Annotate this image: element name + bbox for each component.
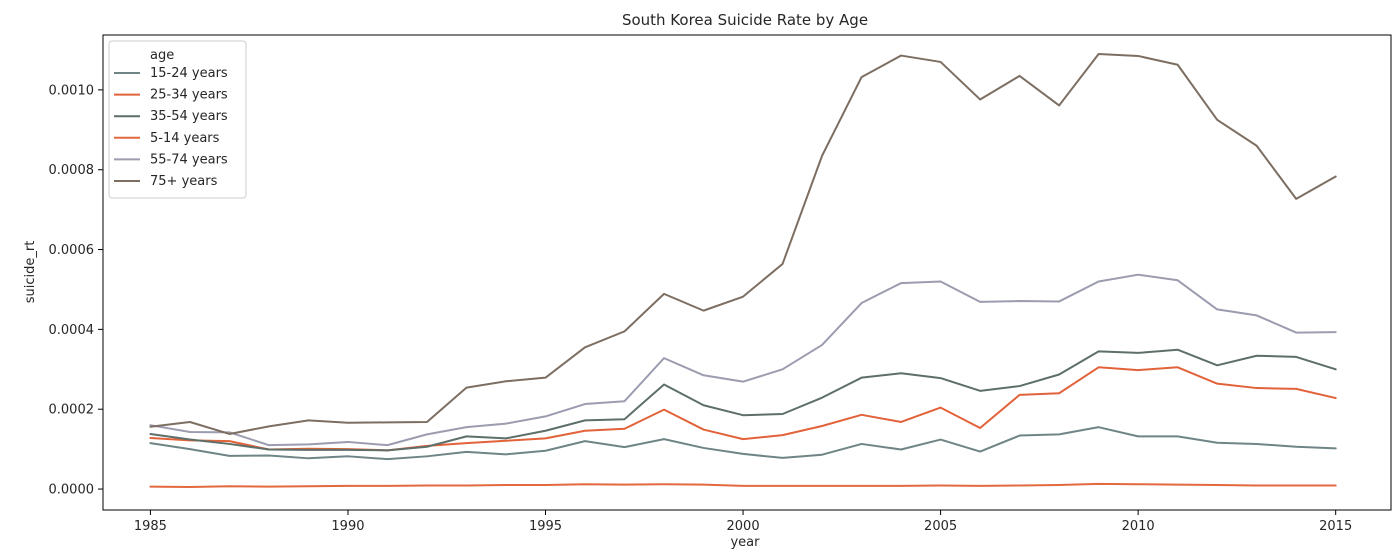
x-tick-label: 2015 bbox=[1319, 519, 1352, 534]
x-tick-label: 2005 bbox=[924, 519, 957, 534]
legend-label: 25-34 years bbox=[150, 88, 228, 103]
legend-label: 75+ years bbox=[150, 174, 218, 189]
chart-title: South Korea Suicide Rate by Age bbox=[622, 11, 868, 29]
legend: age 15-24 years 25-34 years 35-54 years 5-1… bbox=[109, 41, 246, 198]
x-axis-title: year bbox=[730, 535, 760, 550]
y-axis-title: suicide_rt bbox=[23, 241, 38, 304]
legend-title: age bbox=[150, 48, 174, 63]
x-tick-label: 1995 bbox=[529, 519, 562, 534]
y-tick-label: 0.0002 bbox=[49, 403, 95, 418]
x-tick-label: 1985 bbox=[134, 519, 167, 534]
legend-label: 35-54 years bbox=[150, 109, 228, 124]
y-tick-label: 0.0004 bbox=[49, 323, 95, 338]
y-tick-label: 0.0006 bbox=[49, 243, 95, 258]
x-tick-label: 2010 bbox=[1122, 519, 1155, 534]
y-tick-label: 0.0000 bbox=[49, 483, 95, 498]
x-tick-label: 1990 bbox=[331, 519, 364, 534]
legend-label: 55-74 years bbox=[150, 152, 228, 167]
y-tick-label: 0.0008 bbox=[49, 163, 95, 178]
y-tick-label: 0.0010 bbox=[49, 83, 95, 98]
x-tick-label: 2000 bbox=[727, 519, 760, 534]
legend-label: 5-14 years bbox=[150, 131, 220, 146]
legend-label: 15-24 years bbox=[150, 66, 228, 81]
